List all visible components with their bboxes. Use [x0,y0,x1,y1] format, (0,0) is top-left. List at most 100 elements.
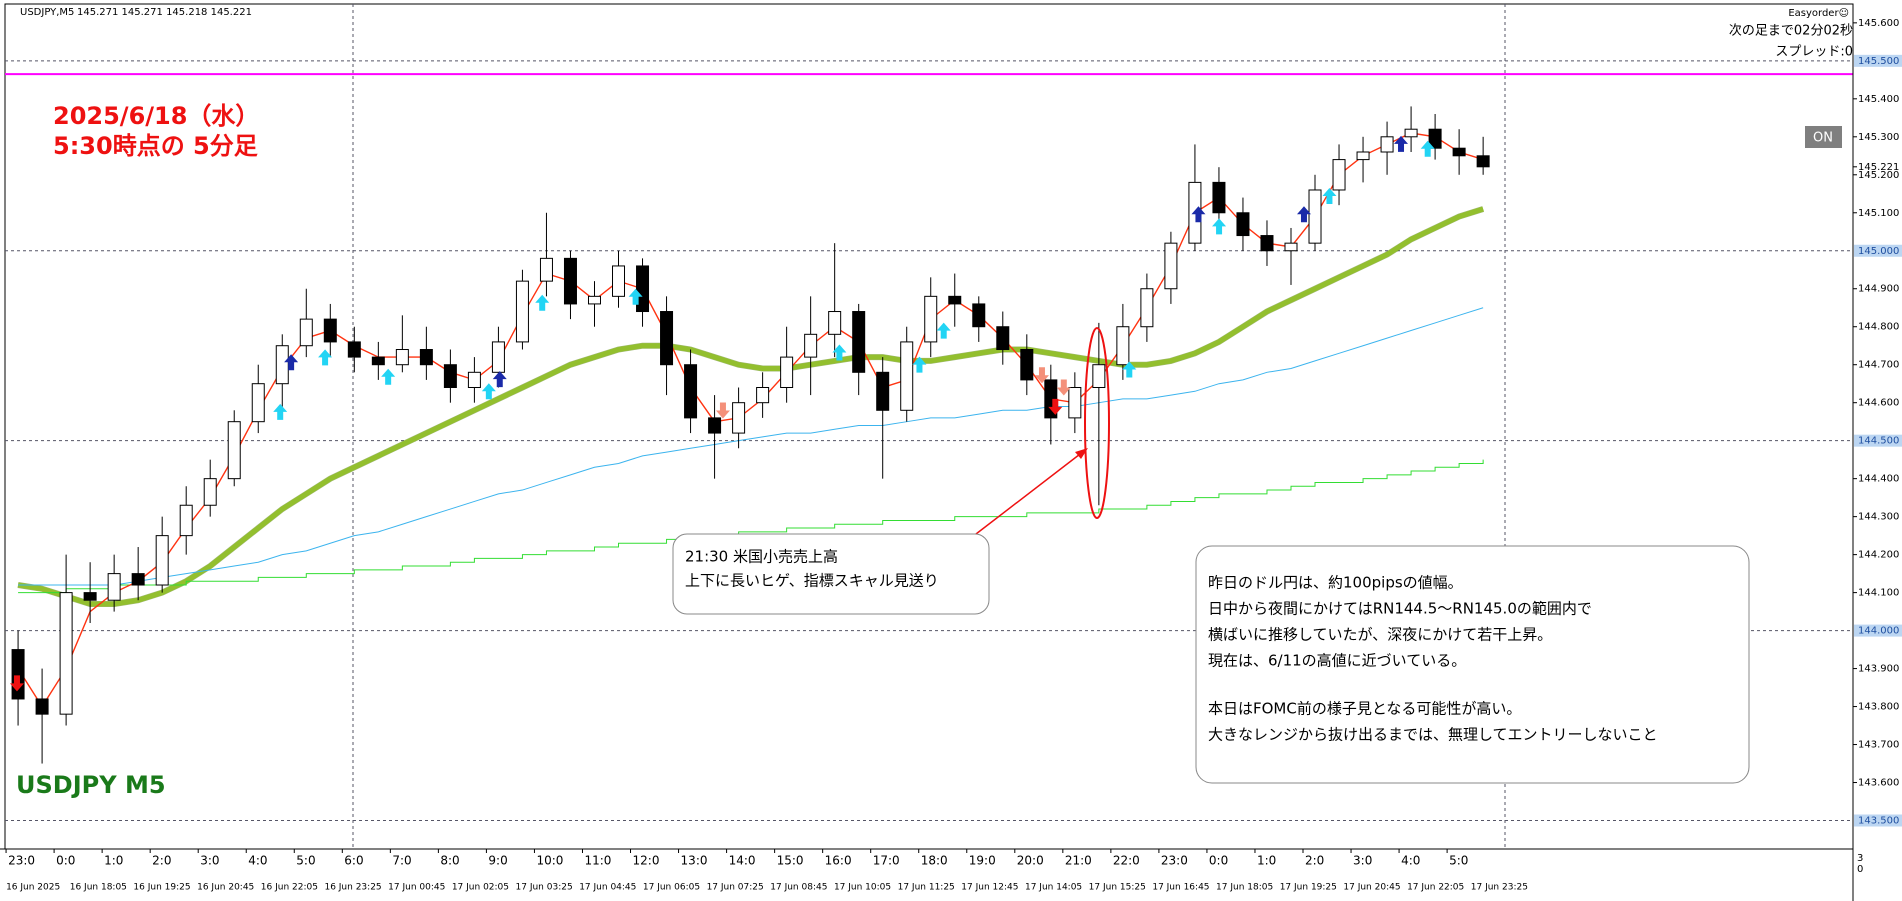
y-tick-label: 145.300 [1858,132,1899,143]
signal-arrow-up [1296,206,1311,223]
x-date-label: 17 Jun 23:25 [1471,883,1528,893]
x-hour-label: 4:0 [248,854,267,868]
x-date-label: 17 Jun 06:05 [643,883,700,893]
candle-body [11,649,25,700]
x-date-label: 17 Jun 11:25 [898,883,955,893]
on-button-label[interactable]: ON [1813,131,1833,146]
y-tick-label: 144.800 [1858,322,1899,333]
candle-body [131,573,145,586]
x-hour-label: 23:0 [1161,854,1188,868]
y-tick-label: 144.300 [1858,512,1899,523]
signal-arrow-up [492,371,507,388]
signal-arrow-up [1212,218,1227,235]
candle-body [587,295,601,305]
comment-line: 昨日のドル円は、約100pipsの値幅。 [1208,574,1463,592]
symbol-label: USDJPY,M5 [20,7,74,18]
level-label: 143.500 [1858,816,1899,827]
candle-body [732,402,746,434]
candle-body [876,371,890,411]
x-hour-label: 0:0 [56,854,75,868]
callout-box [672,533,990,615]
last-price-label: 145.221 [1858,162,1899,173]
candle-body [684,364,698,419]
y-tick-label: 145.200 [1858,170,1899,181]
highlight-ellipse [1084,327,1110,519]
x-hour-label: 12:0 [633,854,660,868]
candle-body [395,349,409,366]
comment-line: 本日はFOMC前の様子見となる可能性が高い。 [1208,700,1521,718]
candle-body [1380,136,1394,153]
signal-arrow-down [9,675,24,692]
x-date-label: 16 Jun 22:05 [261,883,318,893]
candle-body [948,295,962,305]
candle-body [1020,349,1034,381]
x-hour-label: 0:0 [1209,854,1228,868]
candle-body [275,345,289,385]
corner-label: 3 [1857,853,1863,864]
signal-arrow-up [832,344,847,361]
panel-title: Easyorder☺ [1788,8,1849,19]
candle-body [1284,242,1298,252]
candle-body [491,341,505,373]
candle-body [1476,155,1490,168]
x-hour-label: 10:0 [536,854,563,868]
candle-body [299,318,313,347]
level-label: 145.500 [1858,56,1899,67]
x-date-label: 16 Jun 2025 [6,883,60,893]
comment-box [1195,545,1750,784]
candle-body [179,504,193,537]
candle-body [900,341,914,411]
axis-layer: 145.600 145.400 145.300 145.200 145.100 144.9… [0,18,1902,893]
x-date-label: 17 Jun 20:45 [1343,883,1400,893]
candle-body [1308,189,1322,244]
x-hour-label: 20:0 [1017,854,1044,868]
candle-body [996,326,1010,351]
signal-arrow-up [912,356,927,373]
signal-arrow-up [936,322,951,339]
level-label-bg [1854,624,1902,637]
x-hour-label: 23:0 [8,854,35,868]
candle-body [636,265,650,313]
x-date-label: 16 Jun 18:05 [70,883,127,893]
signal-arrow-up [1191,206,1206,223]
candle-body [371,356,385,366]
y-tick-label: 144.200 [1858,550,1899,561]
x-date-label: 17 Jun 15:25 [1089,883,1146,893]
on-button[interactable] [1805,126,1842,148]
candle-body [1356,151,1370,161]
x-date-label: 17 Jun 22:05 [1407,883,1464,893]
x-hour-label: 6:0 [344,854,363,868]
x-hour-label: 14:0 [729,854,756,868]
x-hour-label: 1:0 [104,854,123,868]
candle-body [780,356,794,388]
x-date-label: 17 Jun 07:25 [707,883,764,893]
candle-body [660,311,674,366]
signal-arrow-up [481,383,496,400]
comment-line: 大きなレンジから抜け出るまでは、無理してエントリーしないこと [1208,726,1658,744]
x-hour-label: 13:0 [681,854,708,868]
signal-arrow-up [1420,140,1435,157]
level-label-bg [1854,54,1902,67]
candle-body [35,698,49,715]
candle-body [83,592,97,601]
y-tick-label: 144.900 [1858,284,1899,295]
x-hour-label: 2:0 [152,854,171,868]
signal-arrow-up [628,288,643,305]
y-tick-label: 145.100 [1858,208,1899,219]
candle-body [1452,147,1466,157]
overlay-layer [17,132,1485,708]
x-hour-label: 17:0 [873,854,900,868]
candle-body [804,333,818,358]
candle-body [1092,364,1106,388]
candle-body [155,535,169,586]
candle-body [203,478,217,506]
candle-body [227,421,241,480]
level-label: 144.500 [1858,436,1899,447]
callout-arrowhead [1075,448,1088,459]
signal-layer [9,135,1435,692]
x-hour-label: 5:0 [1449,854,1468,868]
x-date-label: 17 Jun 00:45 [388,883,445,893]
y-tick-label: 143.800 [1858,702,1899,713]
y-tick-label: 144.400 [1858,474,1899,485]
